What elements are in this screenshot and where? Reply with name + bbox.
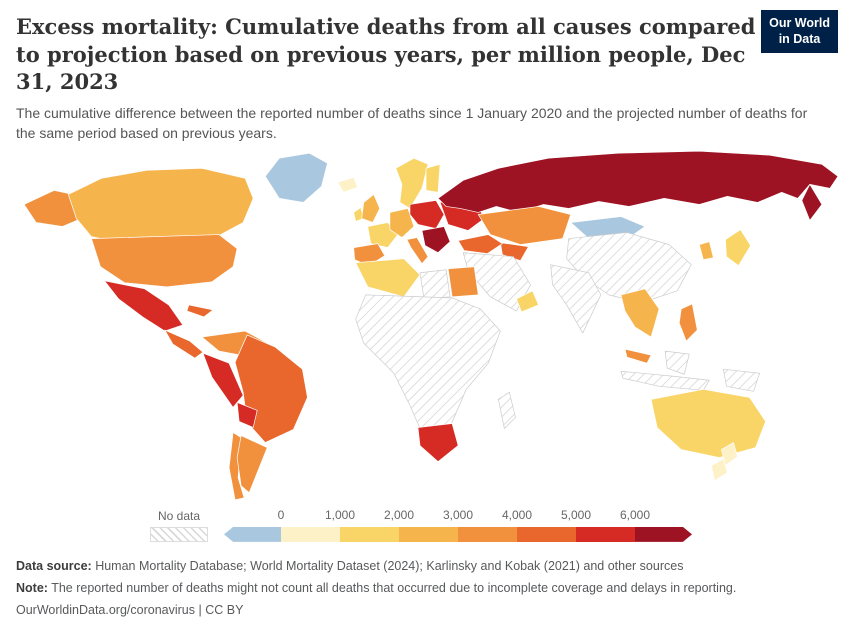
map-region-greenland[interactable]: [264, 152, 328, 203]
map-region-borneo[interactable]: [664, 350, 690, 375]
legend-bin-6000-plus[interactable]: [635, 526, 692, 542]
footer-note-line: Note: The reported number of deaths migh…: [16, 577, 834, 599]
map-region-new-zealand-south[interactable]: [711, 458, 728, 482]
footer-source-text: Human Mortality Database; World Mortalit…: [91, 558, 684, 573]
map-region-argentina[interactable]: [236, 435, 268, 494]
map-region-brazil[interactable]: [234, 334, 308, 443]
legend-no-data-swatch[interactable]: [150, 526, 208, 542]
map-region-australia[interactable]: [650, 388, 766, 458]
map-region-japan[interactable]: [725, 229, 751, 266]
map-region-madagascar[interactable]: [497, 391, 516, 429]
map-region-uk[interactable]: [361, 193, 381, 223]
map-region-china[interactable]: [566, 232, 692, 304]
map-region-kazakhstan[interactable]: [477, 205, 572, 245]
map-region-libya[interactable]: [419, 269, 451, 300]
map-region-kamchatka[interactable]: [801, 183, 823, 221]
world-map: [23, 150, 839, 501]
chart-header: Excess mortality: Cumulative deaths from…: [0, 0, 850, 144]
owid-logo-line2: in Data: [778, 32, 821, 47]
legend-colorbar-wrap: 0 1,000 2,000 3,000 4,000 5,000 6,000: [224, 508, 692, 542]
map-region-central-america[interactable]: [164, 329, 204, 359]
legend-negative-arrow[interactable]: [224, 526, 281, 542]
legend-bin-2000-3000[interactable]: [399, 526, 458, 542]
legend-colorbar: [224, 526, 692, 542]
map-region-germany[interactable]: [389, 207, 415, 238]
map-region-philippines[interactable]: [678, 303, 698, 342]
map-region-malaysia[interactable]: [624, 348, 652, 364]
chart-title: Excess mortality: Cumulative deaths from…: [16, 14, 756, 95]
map-region-peru[interactable]: [202, 352, 244, 408]
map-region-algeria-morocco[interactable]: [355, 258, 421, 298]
map-region-scandinavia[interactable]: [395, 157, 429, 209]
map-region-cuba[interactable]: [186, 304, 214, 318]
chart-footer: Data source: Human Mortality Database; W…: [16, 555, 834, 622]
world-map-container: [0, 146, 850, 504]
legend-bin-1000-2000[interactable]: [340, 526, 399, 542]
legend-bin-0-1000[interactable]: [281, 526, 340, 542]
legend-tick: 5,000: [560, 507, 592, 522]
map-legend: No data 0 1,000 2,000 3,000 4,000 5,000 …: [150, 508, 850, 542]
owid-logo-line1: Our World: [769, 16, 830, 30]
map-region-russia[interactable]: [437, 150, 839, 213]
map-region-italy[interactable]: [406, 237, 429, 264]
legend-tick: 6,000: [619, 507, 651, 522]
map-region-indonesia[interactable]: [620, 370, 710, 391]
footer-note-text: The reported number of deaths might not …: [47, 581, 737, 596]
legend-tick: 3,000: [442, 507, 474, 522]
map-region-canada[interactable]: [67, 167, 254, 243]
map-region-mexico[interactable]: [104, 280, 184, 332]
legend-tick: 0: [277, 507, 285, 522]
owid-logo[interactable]: Our World in Data: [761, 10, 838, 53]
legend-bin-4000-5000[interactable]: [517, 526, 576, 542]
footer-source-line: Data source: Human Mortality Database; W…: [16, 555, 834, 577]
chart-subtitle: The cumulative difference between the re…: [16, 105, 808, 142]
map-region-indochina[interactable]: [620, 288, 660, 338]
legend-tick: 4,000: [501, 507, 533, 522]
map-region-india[interactable]: [550, 264, 602, 334]
map-region-egypt[interactable]: [447, 266, 479, 298]
map-region-sub-saharan-africa[interactable]: [355, 294, 501, 440]
footer-source-label: Data source:: [16, 558, 92, 573]
footer-note-label: Note:: [16, 581, 48, 596]
map-region-south-africa[interactable]: [417, 423, 459, 462]
legend-bin-5000-6000[interactable]: [576, 526, 635, 542]
map-region-papua[interactable]: [723, 368, 760, 392]
map-region-korea[interactable]: [698, 241, 714, 260]
footer-license-line: OurWorldinData.org/coronavirus | CC BY: [16, 599, 834, 621]
footer-license-link[interactable]: OurWorldinData.org/coronavirus | CC BY: [16, 603, 244, 618]
map-region-balkans[interactable]: [421, 226, 451, 253]
legend-tick: 2,000: [383, 507, 415, 522]
map-region-usa[interactable]: [91, 234, 238, 288]
map-region-finland[interactable]: [425, 163, 441, 193]
map-region-iceland[interactable]: [337, 176, 359, 193]
map-region-bolivia[interactable]: [236, 401, 258, 428]
legend-no-data[interactable]: No data: [150, 509, 208, 542]
legend-bin-3000-4000[interactable]: [458, 526, 517, 542]
map-region-turkey[interactable]: [457, 234, 503, 254]
map-region-central-europe[interactable]: [409, 199, 445, 229]
legend-no-data-label: No data: [157, 508, 201, 523]
map-region-oman[interactable]: [516, 290, 539, 313]
legend-tick: 1,000: [324, 507, 356, 522]
